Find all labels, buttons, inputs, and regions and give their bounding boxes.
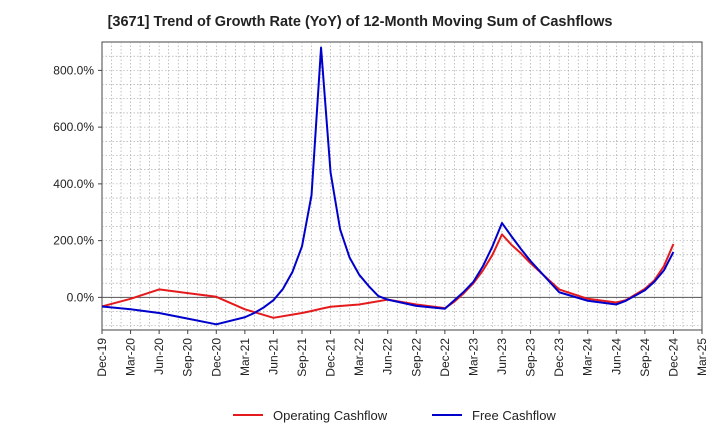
- x-tick-label: Dec-19: [95, 338, 109, 377]
- x-tick-label: Dec-21: [324, 338, 338, 377]
- x-tick-label: Jun-23: [495, 338, 509, 375]
- legend: Operating Cashflow Free Cashflow: [233, 408, 556, 423]
- x-tick-label: Sep-21: [295, 338, 309, 377]
- y-tick-label: 600.0%: [53, 120, 94, 134]
- x-tick-label: Mar-23: [466, 338, 480, 376]
- x-tick-label: Dec-22: [438, 338, 452, 377]
- x-tick-label: Sep-24: [638, 338, 652, 377]
- x-tick-label: Sep-22: [409, 338, 423, 377]
- x-tick-label: Mar-22: [352, 338, 366, 376]
- x-tick-label: Dec-20: [209, 338, 223, 377]
- y-tick-label: 200.0%: [53, 234, 94, 248]
- series-line-operating-cashflow: [101, 233, 675, 319]
- x-tick-label: Jun-24: [609, 338, 623, 375]
- x-tick-label: Mar-25: [695, 338, 709, 376]
- chart-title: [3671] Trend of Growth Rate (YoY) of 12-…: [107, 14, 613, 30]
- grid-layer: [102, 42, 702, 330]
- legend-label-operating-cashflow: Operating Cashflow: [273, 408, 388, 423]
- legend-label-free-cashflow: Free Cashflow: [472, 408, 556, 423]
- x-tick-label: Dec-24: [666, 338, 680, 377]
- y-tick-label: 800.0%: [53, 63, 94, 77]
- x-tick-label: Dec-23: [552, 338, 566, 377]
- x-axis: Dec-19 Mar-20 Jun-20 Sep-20 Dec-20 Mar-21 Jun-…: [95, 330, 709, 377]
- series-layer: [101, 46, 675, 326]
- y-tick-label: 400.0%: [53, 177, 94, 191]
- x-tick-label: Sep-23: [524, 338, 538, 377]
- y-axis: 0.0% 200.0% 400.0% 600.0% 800.0%: [53, 63, 102, 304]
- x-tick-label: Mar-21: [238, 338, 252, 376]
- x-tick-label: Jun-21: [266, 338, 280, 375]
- x-tick-label: Jun-22: [381, 338, 395, 375]
- series-line-free-cashflow: [101, 46, 675, 326]
- x-tick-label: Mar-24: [581, 338, 595, 376]
- plot-area: [101, 41, 703, 331]
- y-tick-label: 0.0%: [67, 290, 95, 304]
- x-tick-label: Mar-20: [124, 338, 138, 376]
- x-tick-label: Jun-20: [152, 338, 166, 375]
- x-tick-label: Sep-20: [181, 338, 195, 377]
